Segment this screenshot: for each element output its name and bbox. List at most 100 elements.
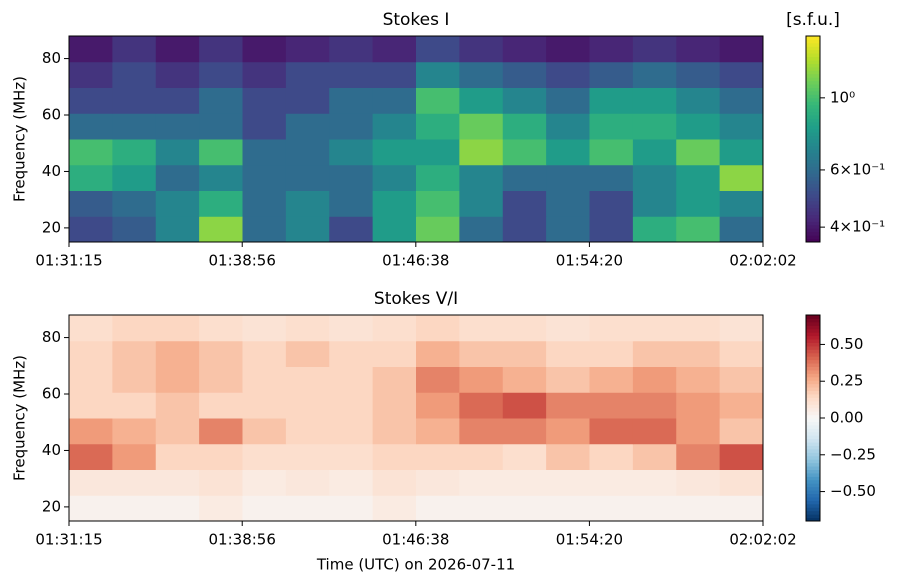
heat-cell	[546, 495, 590, 522]
heat-cell	[199, 164, 243, 191]
heat-cell	[329, 216, 374, 243]
colorbar-step	[806, 152, 820, 157]
heat-cell	[632, 315, 677, 342]
heat-cell	[155, 392, 200, 419]
heat-cell	[372, 495, 417, 522]
heat-cell	[285, 495, 330, 522]
colorbar-step	[806, 156, 820, 161]
heat-cell	[676, 418, 721, 445]
heat-cell	[112, 392, 157, 419]
heat-cell	[285, 87, 330, 114]
heat-cell	[242, 418, 287, 445]
heat-cell	[285, 216, 330, 243]
heat-cell	[502, 392, 547, 419]
heat-cell	[589, 87, 634, 114]
heat-cell	[676, 469, 721, 496]
heat-cell	[69, 164, 113, 191]
heat-cell	[199, 113, 243, 140]
heat-cell	[676, 340, 721, 367]
colorbar-step	[806, 442, 820, 446]
heat-cell	[416, 87, 460, 114]
colorbar-step	[806, 517, 820, 522]
heat-cell	[69, 315, 113, 342]
heat-cell	[719, 36, 764, 63]
heat-cell	[199, 190, 243, 217]
heat-cell	[155, 418, 200, 445]
colorbar-step	[806, 373, 820, 378]
heat-cell	[676, 495, 721, 522]
colorbar-step	[806, 359, 820, 364]
heat-cell	[459, 139, 504, 166]
colorbar-step	[806, 87, 820, 92]
heat-cell	[242, 87, 287, 114]
heat-cell	[719, 366, 764, 393]
heat-cell	[372, 469, 417, 496]
heat-cell	[112, 366, 157, 393]
heat-cell	[459, 469, 504, 496]
heat-cell	[416, 164, 460, 191]
colorbar-step	[806, 60, 820, 64]
heat-cell	[155, 340, 200, 367]
heat-cell	[155, 113, 200, 140]
colorbar-step	[806, 328, 820, 333]
heat-cell	[285, 315, 330, 342]
heat-cell	[69, 113, 113, 140]
colorbar-step	[806, 387, 820, 392]
y-axis-label: Frequency (MHz)	[11, 76, 29, 202]
heat-cell	[546, 36, 590, 63]
colorbar-tick-label: 0.25	[830, 372, 863, 390]
heat-cell	[329, 495, 374, 522]
heat-cell	[502, 164, 547, 191]
colorbar-step	[806, 321, 820, 326]
heat-cell	[329, 366, 374, 393]
y-tick-label: 60	[42, 385, 61, 403]
heat-cell	[112, 61, 157, 88]
colorbar-step	[806, 469, 820, 474]
colorbar-step	[806, 363, 820, 367]
heat-cell	[329, 315, 374, 342]
heat-cell	[242, 315, 287, 342]
heat-cell	[329, 340, 374, 367]
heat-cell	[416, 366, 460, 393]
heat-cell	[155, 87, 200, 114]
heat-cell	[285, 164, 330, 191]
colorbar-tick-label: −0.25	[830, 445, 876, 463]
heat-cell	[719, 418, 764, 445]
heat-cell	[69, 366, 113, 393]
heat-cell	[199, 443, 243, 470]
colorbar-step	[806, 128, 820, 133]
heat-cell	[285, 113, 330, 140]
heat-cell	[416, 36, 460, 63]
colorbar-step	[806, 221, 820, 226]
colorbar-frame	[805, 35, 821, 243]
heat-cell	[416, 139, 460, 166]
colorbar-step	[806, 479, 820, 484]
heat-cell	[112, 443, 157, 470]
heat-cell	[676, 164, 721, 191]
x-tick-label: 01:31:15	[35, 531, 102, 549]
heat-cell	[329, 113, 374, 140]
heat-cell	[719, 216, 764, 243]
colorbar-step	[806, 345, 820, 350]
panel-title: Stokes V/I	[374, 289, 458, 309]
heat-cell	[719, 315, 764, 342]
colorbar-step	[806, 176, 820, 181]
heat-cell	[632, 139, 677, 166]
colorbar-step	[806, 53, 820, 58]
heat-cell	[112, 113, 157, 140]
heat-cell	[69, 139, 113, 166]
colorbar-step	[806, 414, 820, 419]
heat-cell	[112, 164, 157, 191]
heat-cell	[112, 495, 157, 522]
heat-cell	[329, 36, 374, 63]
colorbar-step	[806, 42, 820, 47]
colorbar-step	[806, 397, 820, 402]
heat-cell	[546, 366, 590, 393]
heat-cell	[546, 418, 590, 445]
x-tick-label: 02:02:02	[729, 531, 796, 549]
heat-cell	[676, 113, 721, 140]
heat-cell	[719, 164, 764, 191]
heat-cell	[285, 366, 330, 393]
heat-cell	[155, 315, 200, 342]
